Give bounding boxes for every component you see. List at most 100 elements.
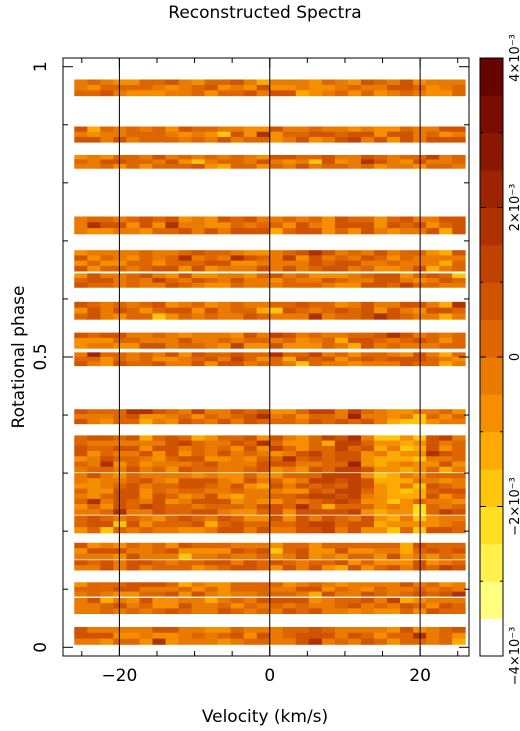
heatmap-cell xyxy=(191,478,205,484)
heatmap-cell xyxy=(217,608,232,615)
heatmap-cell xyxy=(165,273,179,279)
heatmap-cell xyxy=(152,586,166,592)
heatmap-cell xyxy=(347,343,362,349)
heatmap-cell xyxy=(295,478,310,484)
heatmap-cell xyxy=(334,488,349,495)
heatmap-cell xyxy=(452,456,466,462)
heatmap-cell xyxy=(191,466,205,473)
heatmap-cell xyxy=(178,451,192,457)
heatmap-cell xyxy=(204,163,219,169)
heatmap-cell xyxy=(282,632,297,639)
heatmap-cell xyxy=(165,84,179,91)
heatmap-cell xyxy=(452,435,466,442)
heatmap-cell xyxy=(87,451,101,457)
heatmap-cell xyxy=(126,255,140,262)
heatmap-cell xyxy=(113,435,127,442)
heatmap-cell xyxy=(308,466,323,473)
heatmap-cell xyxy=(360,586,375,592)
heatmap-cell xyxy=(100,456,114,462)
heatmap-cell xyxy=(400,509,414,515)
heatmap-cell xyxy=(374,90,388,97)
heatmap-cell xyxy=(282,154,297,160)
heatmap-cell xyxy=(321,337,336,344)
heatmap-cell xyxy=(452,163,466,169)
heatmap-cell xyxy=(243,456,258,462)
heatmap-cell xyxy=(295,451,310,457)
heatmap-cell xyxy=(321,565,336,571)
heatmap-cell xyxy=(191,265,205,272)
heatmap-cell xyxy=(100,591,114,597)
heatmap-cell xyxy=(295,498,310,505)
heatmap-cell xyxy=(126,493,140,500)
heatmap-cell xyxy=(204,154,219,160)
heatmap-cell xyxy=(230,504,245,510)
heatmap-cell xyxy=(295,126,310,133)
heatmap-cell xyxy=(243,632,258,639)
colorbar-step xyxy=(480,58,503,96)
heatmap-cell xyxy=(374,565,388,571)
heatmap-cell xyxy=(243,307,258,314)
heatmap-cell xyxy=(178,332,192,339)
heatmap-cell xyxy=(387,278,401,284)
heatmap-cell xyxy=(282,466,297,473)
heatmap-cell xyxy=(387,255,401,262)
heatmap-cell xyxy=(347,273,362,279)
heatmap-cell xyxy=(400,560,414,566)
heatmap-cell xyxy=(191,126,205,133)
heatmap-cell xyxy=(334,250,349,256)
heatmap-cell xyxy=(87,260,101,267)
heatmap-cell xyxy=(426,488,440,495)
heatmap-cell xyxy=(269,582,284,588)
heatmap-cell xyxy=(152,504,166,510)
heatmap-cell xyxy=(152,632,166,639)
heatmap-cell xyxy=(126,260,140,267)
heatmap-cell xyxy=(178,228,192,235)
heatmap-cell xyxy=(243,638,258,645)
heatmap-cell xyxy=(295,278,310,284)
heatmap-cell xyxy=(74,493,88,500)
heatmap-cell xyxy=(360,301,375,309)
heatmap-cell xyxy=(204,131,219,138)
y-axis-ticks: 00.51 xyxy=(31,61,469,653)
heatmap-cell xyxy=(165,278,179,284)
heatmap-cell xyxy=(230,515,245,522)
heatmap-cell xyxy=(387,493,401,500)
heatmap-cell xyxy=(400,445,414,452)
heatmap-cell xyxy=(165,307,179,314)
heatmap-cell xyxy=(139,560,153,566)
heatmap-cell xyxy=(400,126,414,133)
heatmap-cell xyxy=(439,586,453,592)
heatmap-cell xyxy=(282,527,297,534)
heatmap-cell xyxy=(360,597,375,604)
heatmap-cell xyxy=(426,131,440,138)
heatmap-cell xyxy=(308,84,323,91)
heatmap-cell xyxy=(204,352,219,358)
heatmap-cell xyxy=(360,255,375,262)
heatmap-cell xyxy=(243,159,258,165)
heatmap-cell xyxy=(139,222,153,229)
heatmap-cell xyxy=(282,301,297,309)
heatmap-cell xyxy=(308,638,323,645)
heatmap-cell xyxy=(191,509,205,515)
heatmap-cell xyxy=(230,461,245,468)
heatmap-cell xyxy=(243,445,258,452)
heatmap-cell xyxy=(387,260,401,267)
heatmap-cell xyxy=(74,307,88,314)
heatmap-cell xyxy=(347,216,362,223)
heatmap-cell xyxy=(347,632,362,639)
heatmap-cell xyxy=(387,608,401,615)
heatmap-cell xyxy=(217,216,232,223)
heatmap-cell xyxy=(295,638,310,645)
heatmap-cell xyxy=(360,553,375,560)
heatmap-cell xyxy=(100,337,114,344)
heatmap-cell xyxy=(87,488,101,495)
heatmap-cell xyxy=(113,216,127,223)
heatmap-cell xyxy=(334,542,349,549)
heatmap-cell xyxy=(100,586,114,592)
heatmap-cell xyxy=(426,126,440,133)
heatmap-cell xyxy=(256,343,271,349)
heatmap-cell xyxy=(387,509,401,515)
heatmap-cell xyxy=(269,154,284,160)
heatmap-cell xyxy=(165,548,179,555)
heatmap-cell xyxy=(295,337,310,344)
